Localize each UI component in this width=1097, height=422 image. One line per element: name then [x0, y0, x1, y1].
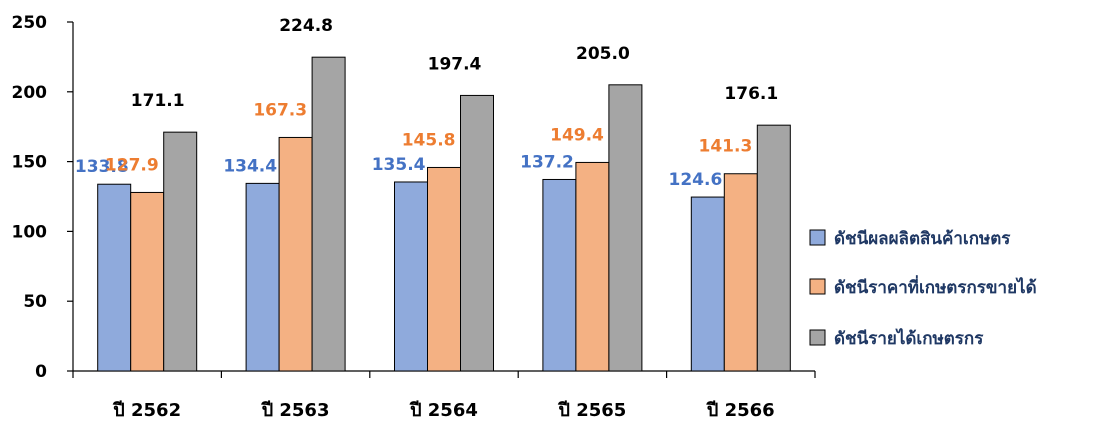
data-label-series-1: 135.4 [372, 155, 426, 175]
legend-swatch-series-1 [809, 229, 826, 246]
bar-series-1 [394, 181, 428, 372]
legend-label-series-3: ดัชนีรายได้เกษตรกร [834, 328, 984, 349]
data-label-series-2: 149.4 [550, 125, 604, 145]
data-label-series-3: 205.0 [576, 44, 630, 64]
data-label-series-3: 224.8 [279, 16, 333, 36]
bar-series-1 [690, 196, 725, 372]
bar-series-1 [245, 182, 280, 372]
x-axis: ปี 2562 ปี 2563 ปี 2564 ปี 2565 ปี 2566 [72, 370, 816, 421]
bar-series-3 [311, 56, 346, 372]
data-label-series-2: 145.8 [402, 130, 456, 150]
data-labels: 133.8 134.4 135.4 137.2 124.6 127.9 167.3 145.8… [75, 16, 778, 190]
y-tick-label: 50 [23, 292, 47, 312]
data-label-series-3: 171.1 [131, 91, 185, 111]
bar-series-2 [723, 173, 758, 372]
data-label-series-1: 133.8 [75, 157, 129, 177]
y-tick-label: 250 [12, 13, 48, 33]
data-label-series-2: 127.9 [105, 155, 159, 175]
y-axis: 0 50 100 150 200 250 [12, 13, 74, 382]
data-label-series-3: 176.1 [724, 84, 778, 104]
legend-label-series-1: ดัชนีผลผลิตสินค้าเกษตร [834, 228, 1011, 249]
x-category-label: ปี 2562 [112, 400, 181, 421]
data-label-series-3: 197.4 [428, 54, 482, 74]
legend: ดัชนีผลผลิตสินค้าเกษตรดัชนีราคาที่เกษตรก… [809, 228, 1037, 349]
legend-swatch-series-2 [809, 278, 826, 295]
legend-label-series-2: ดัชนีราคาที่เกษตรกรขายได้ [834, 275, 1037, 298]
bar-series-3 [608, 84, 643, 372]
data-label-series-2: 141.3 [699, 137, 753, 157]
data-label-series-1: 124.6 [669, 170, 723, 190]
bar-series-3 [460, 94, 494, 372]
x-category-label: ปี 2566 [706, 400, 775, 421]
y-tick-label: 200 [12, 83, 48, 103]
bar-series-1 [542, 178, 577, 372]
data-label-series-2: 167.3 [253, 100, 307, 120]
y-tick-label: 150 [12, 153, 48, 173]
y-tick-label: 0 [35, 362, 47, 382]
bar-series-3 [163, 131, 198, 372]
bar-series-3 [756, 124, 791, 372]
bar-series-1 [97, 183, 132, 372]
x-category-label: ปี 2563 [260, 400, 329, 421]
bar-series-2 [575, 161, 610, 372]
data-label-series-1: 137.2 [520, 152, 574, 172]
data-label-series-1: 134.4 [223, 156, 277, 176]
bar-series-2 [427, 166, 461, 372]
bar-series-2 [278, 136, 313, 372]
bars [97, 56, 791, 372]
x-category-label: ปี 2565 [557, 400, 626, 421]
y-tick-label: 100 [12, 222, 48, 242]
bar-series-2 [130, 191, 165, 372]
x-category-label: ปี 2564 [409, 400, 478, 421]
legend-swatch-series-3 [809, 329, 826, 346]
